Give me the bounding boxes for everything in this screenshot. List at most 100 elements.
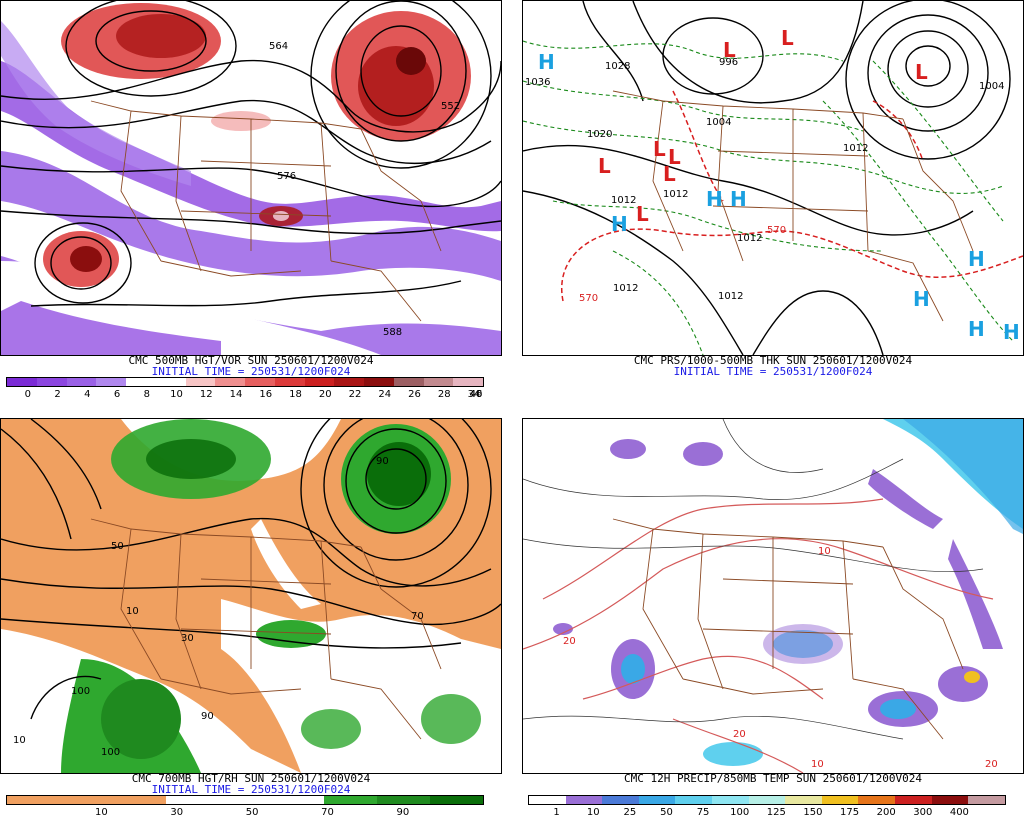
colorbar-swatch: [271, 796, 325, 804]
colorbar-swatch: [185, 378, 216, 386]
panel-3-caption: CMC 700MB HGT/RH SUN 250601/1200V024: [131, 772, 371, 785]
colorbar-swatch: [324, 796, 378, 804]
temp-label: 10: [818, 546, 831, 557]
panel-precip-850mb-temp: 20 20 10 10 20 CMC 12H PRECIP/850MB TEMP…: [522, 418, 1024, 820]
colorbar-swatch: [968, 796, 1005, 804]
colorbar-swatch: [423, 378, 454, 386]
low-pressure-symbol: L: [781, 26, 794, 50]
colorbar-swatch: [96, 378, 126, 386]
colorbar-tick-label: 24: [378, 389, 392, 400]
colorbar-swatch: [59, 796, 113, 804]
panel-700mb-humidity: 10 100 50 90 70 90 30 10 100 CMC 700MB H…: [0, 418, 502, 820]
isobar-label: 1020: [587, 129, 612, 140]
colorbar-tick-label: 175: [839, 807, 860, 818]
high-pressure-symbol: H: [913, 287, 930, 311]
vorticity-colorbar-ticks: 0 2 4 6 8 10 12 14 16 18 20 22 24 26 28 34 40 46: [6, 389, 483, 401]
low-pressure-symbol: L: [653, 137, 666, 161]
panel-500mb-vorticity: 564 576 588 552 CMC 500MB HGT/VOR SUN 25…: [0, 0, 502, 402]
colorbar-swatch: [7, 796, 60, 804]
colorbar-tick-label: 50: [245, 807, 259, 818]
rh-label: 30: [181, 633, 194, 644]
rh-label: 90: [201, 711, 214, 722]
high-pressure-symbol: H: [968, 247, 985, 271]
colorbar-swatch: [112, 796, 166, 804]
isobar-label: 1012: [843, 143, 868, 154]
panel-1-caption: CMC 500MB HGT/VOR SUN 250601/1200V024: [128, 354, 374, 367]
colorbar-swatch: [453, 378, 483, 386]
colorbar-tick-label: 90: [396, 807, 410, 818]
colorbar-tick-label: 150: [803, 807, 823, 818]
colorbar-tick-label: 26: [408, 389, 421, 400]
colorbar-swatch: [215, 378, 245, 386]
colorbar-tick-label: 10: [94, 807, 108, 818]
colorbar-swatch: [602, 796, 639, 804]
colorbar-swatch: [364, 378, 394, 386]
rh-label: 10: [126, 606, 139, 617]
colorbar-tick-label: 10: [586, 807, 600, 818]
colorbar-swatch: [712, 796, 749, 804]
colorbar-swatch: [245, 378, 275, 386]
colorbar-tick-label: 400: [949, 807, 969, 818]
colorbar-swatch: [66, 378, 97, 386]
high-pressure-symbol: H: [730, 187, 747, 211]
temp-label: 20: [563, 636, 576, 647]
colorbar-tick-label: 100: [730, 807, 750, 818]
isobar-label: 1012: [611, 195, 636, 206]
precip-colorbar: [528, 795, 1006, 805]
colorbar-swatch: [638, 796, 676, 804]
colorbar-tick-label: 10: [170, 389, 183, 400]
low-pressure-symbol: L: [663, 162, 676, 186]
rh-label: 50: [111, 541, 124, 552]
map-700mb: 10 100 50 90 70 90 30 10 100: [0, 418, 502, 774]
colorbar-tick-label: 16: [259, 389, 273, 400]
panel-2-initial-time: INITIAL TIME = 250531/1200F024: [673, 365, 873, 378]
isobar-label: 1036: [525, 77, 550, 88]
colorbar-swatch: [748, 796, 786, 804]
colorbar-swatch: [858, 796, 896, 804]
isobar-label: 996: [719, 57, 738, 68]
colorbar-tick-label: 0: [24, 389, 31, 400]
colorbar-swatch: [430, 796, 484, 804]
colorbar-swatch: [565, 796, 603, 804]
colorbar-swatch: [218, 796, 272, 804]
colorbar-swatch: [304, 378, 335, 386]
low-pressure-symbol: L: [915, 60, 928, 84]
colorbar-tick-label: 22: [348, 389, 362, 400]
isobar-label: 1004: [706, 117, 731, 128]
isobar-label: 1028: [605, 61, 630, 72]
rh-label: 10: [13, 735, 26, 746]
colorbar-tick-label: 125: [766, 807, 786, 818]
colorbar-swatch: [165, 796, 219, 804]
colorbar-tick-label: 75: [696, 807, 710, 818]
colorbar-swatch: [274, 378, 305, 386]
isobar-label: 1012: [737, 233, 762, 244]
map-500mb: 564 576 588 552: [0, 0, 502, 356]
panel-2-caption: CMC PRS/1000-500MB THK SUN 250601/1200V0…: [633, 354, 913, 367]
panel-1-initial-time: INITIAL TIME = 250531/1200F024: [151, 365, 351, 378]
precip-map: 20 20 10 10 20: [523, 419, 1023, 773]
low-pressure-symbol: L: [598, 154, 611, 178]
rh-label: 100: [101, 747, 120, 758]
colorbar-swatch: [895, 796, 932, 804]
colorbar-tick-label: 46: [469, 389, 483, 400]
isobar-label: 1012: [663, 189, 688, 200]
panel-pressure-thickness: H H H H H H H H L L L L L L L L 1036 102…: [522, 0, 1024, 402]
colorbar-swatch: [393, 378, 424, 386]
pressure-map: H H H H H H H H L L L L L L L L 1036 102…: [523, 1, 1023, 355]
colorbar-swatch: [36, 378, 67, 386]
humidity-map: 10 100 50 90 70 90 30 10 100: [1, 419, 501, 773]
colorbar-swatch: [931, 796, 969, 804]
panel-4-caption: CMC 12H PRECIP/850MB TEMP SUN 250601/120…: [623, 772, 922, 785]
humidity-colorbar-ticks: 10 30 50 70 90: [6, 807, 482, 819]
colorbar-tick-label: 30: [170, 807, 184, 818]
high-pressure-symbol: H: [538, 50, 555, 74]
isobar-label: 1012: [613, 283, 638, 294]
contour-label-4: 552: [441, 101, 460, 112]
high-pressure-symbol: H: [968, 317, 985, 341]
humidity-colorbar: [6, 795, 484, 805]
thickness-label: 570: [767, 225, 786, 236]
contour-label-3: 588: [383, 327, 402, 338]
colorbar-swatch: [377, 796, 431, 804]
colorbar-tick-label: 300: [913, 807, 933, 818]
colorbar-tick-label: 25: [623, 807, 637, 818]
